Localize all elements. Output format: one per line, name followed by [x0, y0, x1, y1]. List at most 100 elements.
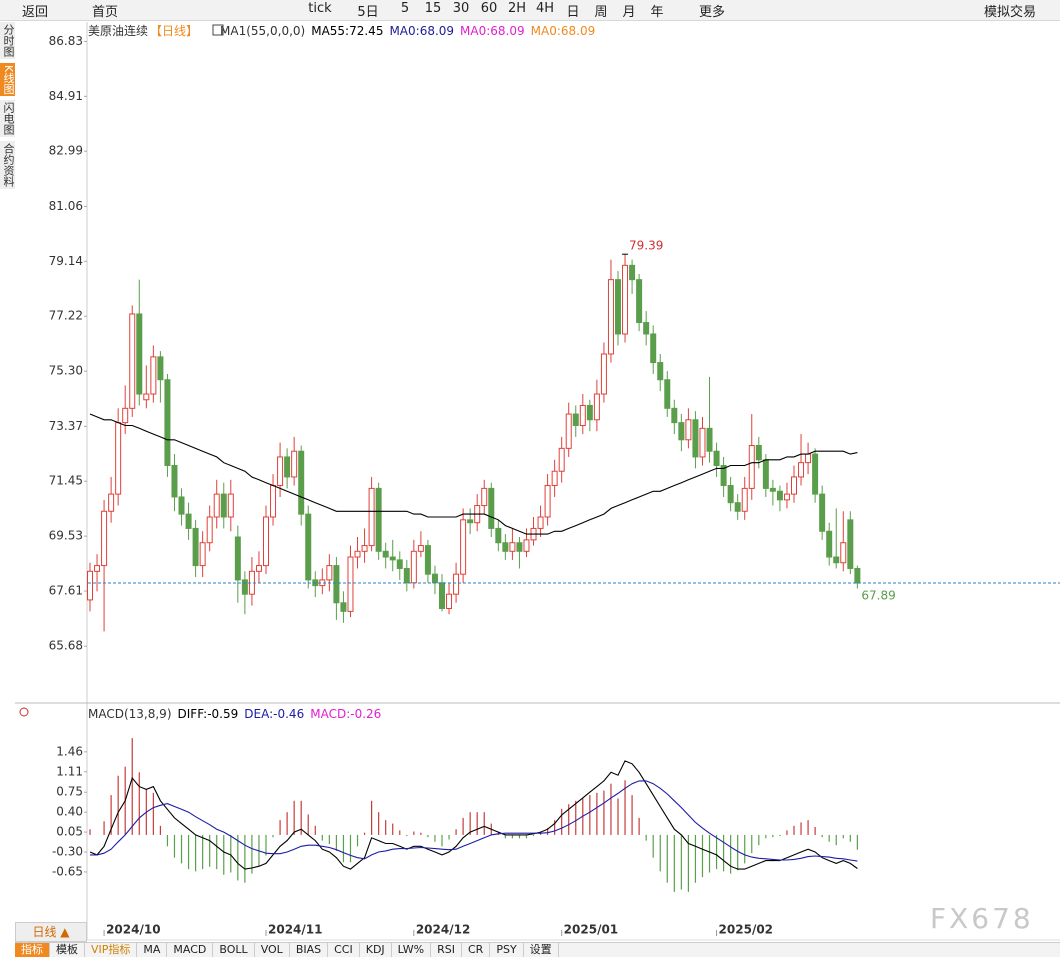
candle-body — [629, 264, 636, 281]
indicator-tab[interactable]: KDJ — [360, 943, 392, 957]
candle-body — [206, 516, 213, 544]
period-selector[interactable]: 日线 ▲ — [15, 922, 87, 942]
period-button[interactable]: 60 — [480, 1, 498, 16]
legend-entry: DEA: — [244, 707, 273, 721]
indicator-tab[interactable]: CCI — [328, 943, 360, 957]
y-tick-label: -0.65 — [52, 864, 83, 878]
period-button[interactable]: 2H — [507, 1, 527, 16]
period-button[interactable]: 15 — [424, 1, 442, 16]
candle-body — [706, 427, 713, 452]
y-tick-label: 77.22 — [49, 309, 83, 323]
candle-body — [791, 476, 797, 495]
candle-body — [755, 444, 762, 461]
candle-body — [136, 313, 143, 395]
period-button[interactable]: tick — [308, 1, 332, 16]
candle-body — [509, 542, 516, 552]
candle-body — [460, 519, 467, 575]
candle-body — [769, 487, 776, 492]
candle-body — [220, 493, 227, 518]
y-tick-label: 73.37 — [49, 419, 83, 433]
candle-body — [375, 487, 382, 552]
indicator-tab[interactable]: VIP指标 — [85, 943, 138, 957]
y-tick-label: 81.06 — [49, 199, 83, 213]
y-tick-label: 69.53 — [49, 529, 83, 543]
line-series — [90, 780, 858, 862]
legend-entry: MA0:68.09 — [460, 24, 525, 38]
candle-body — [263, 516, 269, 567]
candle-body — [164, 379, 171, 467]
candle-body — [298, 450, 305, 515]
period-button[interactable]: 4H — [535, 1, 555, 16]
indicator-tab[interactable]: 模板 — [50, 943, 85, 957]
candle-body — [741, 487, 748, 512]
line-series — [89, 760, 858, 870]
toolbar: 返回 首页 tick 5日 5 15 30 60 2H 4H 日 周 月 年 更… — [0, 0, 1060, 21]
indicator-tab[interactable]: CR — [462, 943, 491, 957]
indicator-tab[interactable]: LW% — [392, 943, 432, 957]
candle-body — [600, 353, 607, 395]
indicator-tab[interactable]: BIAS — [290, 943, 329, 957]
period-button[interactable]: 5 — [400, 1, 410, 16]
candle-body — [115, 422, 122, 495]
candle-body — [488, 487, 495, 529]
y-tick-label: 84.91 — [49, 89, 83, 103]
sidebar: 分时图 K线图 闪电图 合约资料 — [0, 22, 15, 193]
side-tab[interactable]: 闪电图 — [0, 100, 15, 138]
x-tick-label: 2025/01 — [564, 923, 618, 937]
candle-body — [699, 427, 706, 458]
candle-body — [439, 582, 445, 609]
candle-body — [305, 513, 312, 581]
candle-body — [615, 279, 621, 335]
candle-body — [713, 450, 720, 467]
indicator-tab[interactable]: RSI — [431, 943, 462, 957]
indicator-tab[interactable]: VOL — [255, 943, 290, 957]
candle-body — [340, 602, 347, 612]
candle-body — [502, 542, 509, 552]
high-label: 79.39 — [629, 239, 663, 253]
candle-body — [572, 413, 579, 426]
x-tick-label: 2025/02 — [719, 923, 773, 937]
y-tick-label: 0.40 — [56, 805, 83, 819]
candle-body — [593, 393, 600, 421]
period-button[interactable]: 年 — [650, 5, 664, 20]
candle-body — [284, 456, 291, 478]
candle-body — [446, 593, 453, 609]
y-tick-label: -0.30 — [52, 845, 83, 859]
candle-body — [826, 530, 833, 558]
candle-body — [403, 567, 410, 584]
y-tick-label: 1.11 — [56, 764, 83, 778]
legend-entry: MA0:68.09 — [531, 24, 596, 38]
indicator-tab[interactable]: MA — [137, 943, 168, 957]
candle-body — [523, 539, 530, 552]
indicator-tabs: 指标 模板 VIP指标 MA MACD BOLL VOL BIAS CCI KDJ LW% RSI CR… — [15, 942, 1060, 957]
sim-trade-button[interactable]: 模拟交易 — [983, 5, 1037, 20]
side-tab[interactable]: 分时图 — [0, 22, 15, 59]
indicator-tab[interactable]: BOLL — [213, 943, 255, 957]
side-tab[interactable]: 合约资料 — [0, 141, 15, 190]
y-tick-label: 75.30 — [49, 364, 83, 378]
candle-body — [734, 502, 741, 512]
candle-body — [424, 545, 431, 575]
candle-body — [213, 493, 220, 518]
more-button[interactable]: 更多 — [698, 5, 726, 20]
candle-body — [347, 556, 354, 612]
candle-body — [586, 404, 593, 421]
home-button[interactable]: 首页 — [91, 5, 119, 20]
legend-value: -0.59 — [207, 707, 238, 721]
period-button[interactable]: 30 — [452, 1, 470, 16]
candle-body — [354, 550, 361, 558]
indicator-tab[interactable]: MACD — [167, 943, 214, 957]
indicator-tab[interactable]: PSY — [490, 943, 524, 957]
period-button[interactable]: 月 — [622, 5, 636, 20]
side-tab[interactable]: K线图 — [0, 63, 15, 97]
candle-body — [847, 519, 854, 569]
indicator-tab[interactable]: 指标 — [15, 943, 50, 957]
legend: 美原油连续 【日线】 MA1(55,0,0,0) MA55:72.45 MA0:68.0… — [88, 23, 595, 38]
indicator-tab[interactable]: 设置 — [524, 943, 559, 957]
back-button[interactable]: 返回 — [21, 5, 49, 20]
candle-body — [396, 559, 403, 569]
period-button[interactable]: 日 — [566, 5, 580, 20]
candle-body — [185, 513, 192, 529]
period-button[interactable]: 周 — [594, 5, 608, 20]
period-button[interactable]: 5日 — [357, 5, 379, 20]
